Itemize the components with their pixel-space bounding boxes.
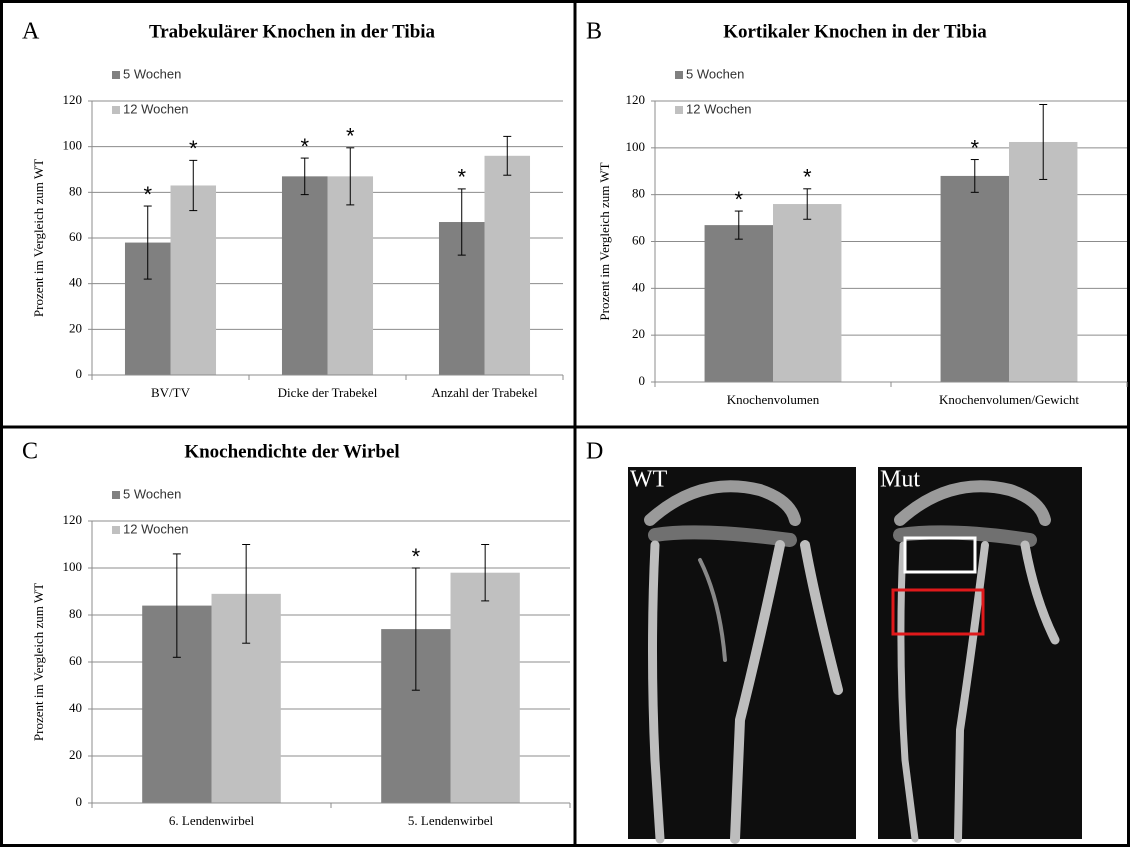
- x-tick-label: 6. Lendenwirbel: [169, 813, 255, 828]
- bar: [450, 572, 520, 803]
- legend-label: 12 Wochen: [123, 101, 189, 116]
- ct-images: WT Mut: [628, 467, 1082, 844]
- x-tick-label: 5. Lendenwirbel: [408, 813, 494, 828]
- x-tick-label: Anzahl der Trabekel: [431, 385, 538, 400]
- bar: [484, 155, 531, 375]
- panel-letter: D: [586, 439, 603, 465]
- y-axis-label: Prozent im Vergleich zum WT: [597, 162, 612, 320]
- significance-mark: *: [970, 135, 979, 160]
- x-tick-label: Knochenvolumen: [727, 392, 820, 407]
- bone-shapes: [644, 480, 1060, 844]
- y-tick-label: 120: [626, 92, 646, 107]
- y-axis-label: Prozent im Vergleich zum WT: [31, 583, 46, 741]
- x-tick-label: BV/TV: [151, 385, 191, 400]
- legend-swatch: [675, 71, 683, 79]
- image-label: WT: [630, 467, 668, 493]
- y-tick-label: 20: [69, 320, 82, 335]
- significance-mark: *: [457, 165, 466, 190]
- legend-swatch: [112, 106, 120, 114]
- bar: [281, 176, 328, 375]
- x-tick-label: Dicke der Trabekel: [278, 385, 378, 400]
- legend-label: 5 Wochen: [123, 66, 181, 81]
- y-tick-label: 60: [632, 232, 645, 247]
- y-tick-label: 0: [639, 373, 646, 388]
- y-tick-label: 80: [632, 186, 645, 201]
- y-tick-label: 100: [63, 138, 83, 153]
- bar: [327, 176, 374, 375]
- y-tick-label: 80: [69, 606, 82, 621]
- significance-mark: *: [189, 136, 198, 161]
- y-tick-label: 20: [632, 326, 645, 341]
- legend-swatch: [112, 526, 120, 534]
- chart-title: Trabekulärer Knochen in der Tibia: [149, 21, 436, 42]
- panel-letter: C: [22, 439, 38, 465]
- y-tick-label: 20: [69, 747, 82, 762]
- y-tick-label: 60: [69, 229, 82, 244]
- y-tick-label: 0: [76, 794, 83, 809]
- panel-letter: A: [22, 19, 40, 45]
- bar: [1009, 141, 1078, 382]
- legend-label: 12 Wochen: [123, 521, 189, 536]
- legend-label: 12 Wochen: [686, 101, 752, 116]
- y-tick-label: 100: [63, 559, 83, 574]
- chart-title: Knochendichte der Wirbel: [184, 441, 399, 462]
- y-tick-label: 80: [69, 183, 82, 198]
- roi-cortical: [891, 588, 985, 636]
- y-tick-label: 40: [69, 275, 82, 290]
- y-axis-label: Prozent im Vergleich zum WT: [31, 159, 46, 317]
- significance-mark: *: [143, 182, 152, 207]
- significance-mark: *: [300, 134, 309, 159]
- significance-mark: *: [803, 165, 812, 190]
- y-tick-label: 40: [69, 700, 82, 715]
- chart-title: Kortikaler Knochen in der Tibia: [723, 21, 987, 42]
- significance-mark: *: [346, 124, 355, 149]
- bar: [170, 185, 217, 375]
- bar: [704, 225, 773, 382]
- legend-label: 5 Wochen: [123, 486, 181, 501]
- bar: [940, 175, 1009, 382]
- x-tick-label: Knochenvolumen/Gewicht: [939, 392, 1079, 407]
- roi-trabecular: [903, 536, 977, 574]
- legend-swatch: [112, 71, 120, 79]
- y-tick-label: 60: [69, 653, 82, 668]
- legend-label: 5 Wochen: [686, 66, 744, 81]
- image-label: Mut: [880, 467, 920, 493]
- bar: [773, 204, 842, 382]
- legend-swatch: [112, 491, 120, 499]
- panel-letter: B: [586, 19, 602, 45]
- y-tick-label: 120: [63, 512, 83, 527]
- y-tick-label: 100: [626, 139, 646, 154]
- significance-mark: *: [734, 187, 743, 212]
- y-tick-label: 120: [63, 92, 83, 107]
- y-tick-label: 0: [76, 366, 83, 381]
- y-tick-label: 40: [632, 279, 645, 294]
- legend-swatch: [675, 106, 683, 114]
- significance-mark: *: [412, 544, 421, 569]
